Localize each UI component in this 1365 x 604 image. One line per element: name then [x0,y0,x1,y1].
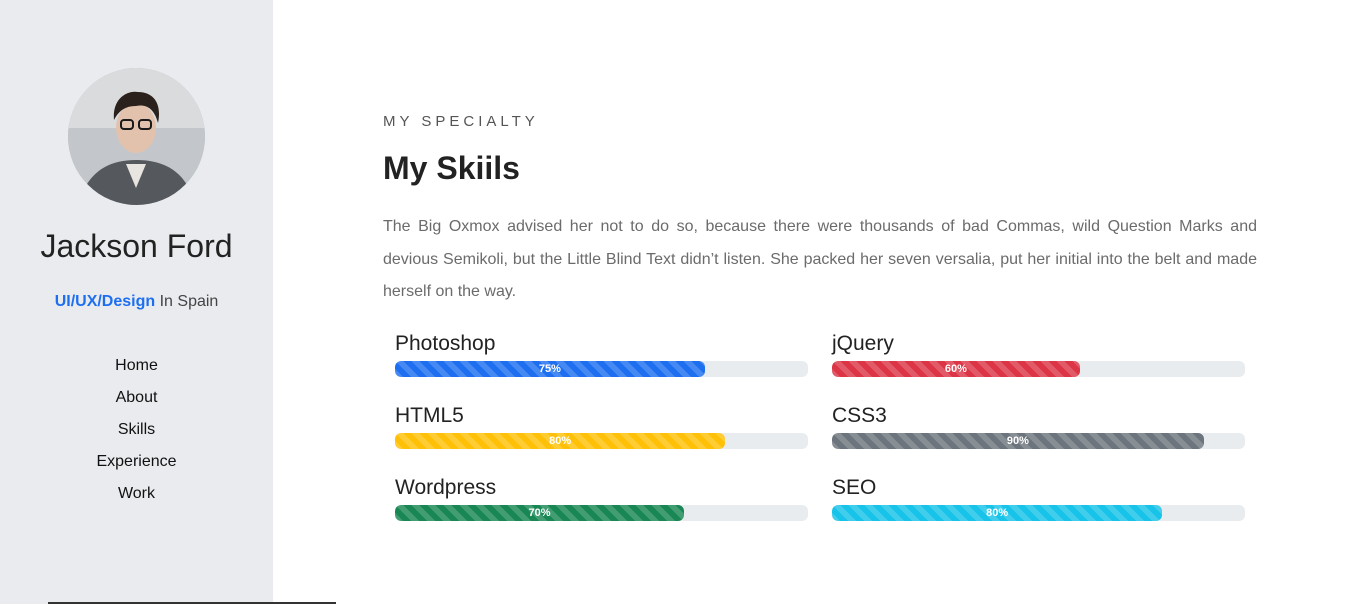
progress-bar: 90% [832,433,1204,449]
section-eyebrow: MY SPECIALTY [383,113,539,130]
skill-photoshop: Photoshop 75% [395,331,808,377]
progress-track: 70% [395,505,808,521]
nav-item-work[interactable]: Work [117,485,156,502]
profile-name: Jackson Ford [40,228,233,264]
nav-item-experience[interactable]: Experience [96,453,177,470]
bottom-divider [48,602,336,604]
skill-name: HTML5 [395,404,464,427]
nav-item-home[interactable]: Home [115,357,158,374]
progress-track: 80% [395,433,808,449]
nav-item-about[interactable]: About [115,389,158,406]
skill-seo: SEO 80% [832,475,1245,521]
progress-bar: 80% [832,505,1163,521]
skill-jquery: jQuery 60% [832,331,1245,377]
skill-name: SEO [832,476,877,499]
progress-track: 90% [832,433,1245,449]
section-title: My Skiils [383,150,520,186]
progress-bar: 70% [395,505,685,521]
skill-html5: HTML5 80% [395,403,808,449]
progress-track: 75% [395,361,808,377]
progress-bar: 60% [832,361,1080,377]
avatar [68,68,205,205]
skill-wordpress: Wordpress 70% [395,475,808,521]
skill-name: jQuery [832,332,894,355]
sidebar: Jackson Ford UI/UX/Design In Spain Home … [0,0,273,604]
avatar-photo [68,68,205,205]
skill-name: CSS3 [832,404,887,427]
profile-role: UI/UX/Design In Spain [0,293,273,311]
skill-css3: CSS3 90% [832,403,1245,449]
progress-track: 80% [832,505,1245,521]
sidebar-nav: Home About Skills Experience Work [0,354,273,514]
skills-section: MY SPECIALTY My Skiils The Big Oxmox adv… [273,0,1365,604]
progress-bar: 80% [395,433,726,449]
skill-name: Wordpress [395,476,497,499]
role-highlight[interactable]: UI/UX/Design [54,293,156,310]
nav-item-skills[interactable]: Skills [117,421,156,438]
section-description: The Big Oxmox advised her not to do so, … [383,218,1257,300]
progress-bar: 75% [395,361,705,377]
skill-name: Photoshop [395,332,496,355]
progress-track: 60% [832,361,1245,377]
role-location: In Spain [155,293,219,310]
